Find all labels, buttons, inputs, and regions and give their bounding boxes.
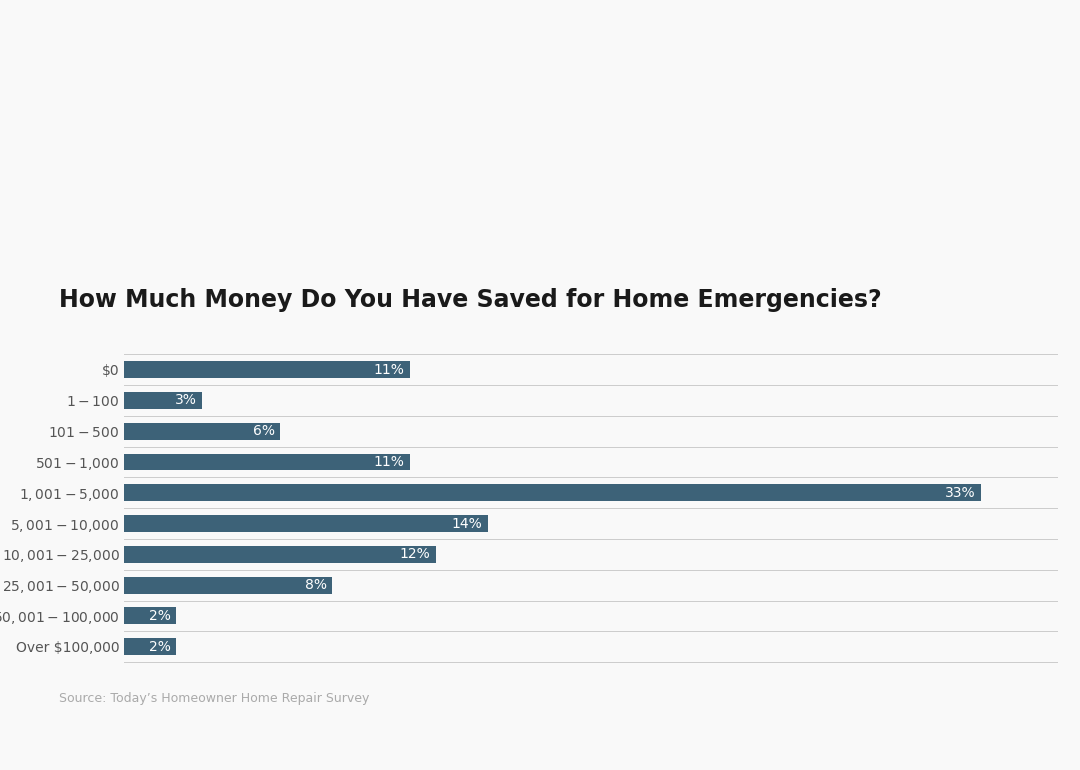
Bar	[124, 454, 409, 470]
Bar	[124, 515, 487, 532]
Text: 11%: 11%	[374, 455, 404, 469]
Text: 11%: 11%	[374, 363, 404, 377]
Text: Source: Today’s Homeowner Home Repair Survey: Source: Today’s Homeowner Home Repair Su…	[59, 691, 369, 705]
Bar	[124, 484, 981, 501]
Text: 6%: 6%	[253, 424, 274, 438]
Text: 14%: 14%	[451, 517, 483, 531]
Text: 3%: 3%	[175, 393, 197, 407]
Text: 8%: 8%	[305, 578, 326, 592]
Text: 2%: 2%	[149, 640, 171, 654]
Text: 12%: 12%	[400, 547, 431, 561]
Bar	[124, 608, 176, 624]
Text: 2%: 2%	[149, 609, 171, 623]
Bar	[124, 361, 409, 378]
Text: How Much Money Do You Have Saved for Home Emergencies?: How Much Money Do You Have Saved for Hom…	[59, 288, 882, 312]
Bar	[124, 392, 202, 409]
Bar	[124, 577, 332, 594]
Bar	[124, 423, 280, 440]
Text: 33%: 33%	[945, 486, 975, 500]
Bar	[124, 546, 435, 563]
Bar	[124, 638, 176, 655]
